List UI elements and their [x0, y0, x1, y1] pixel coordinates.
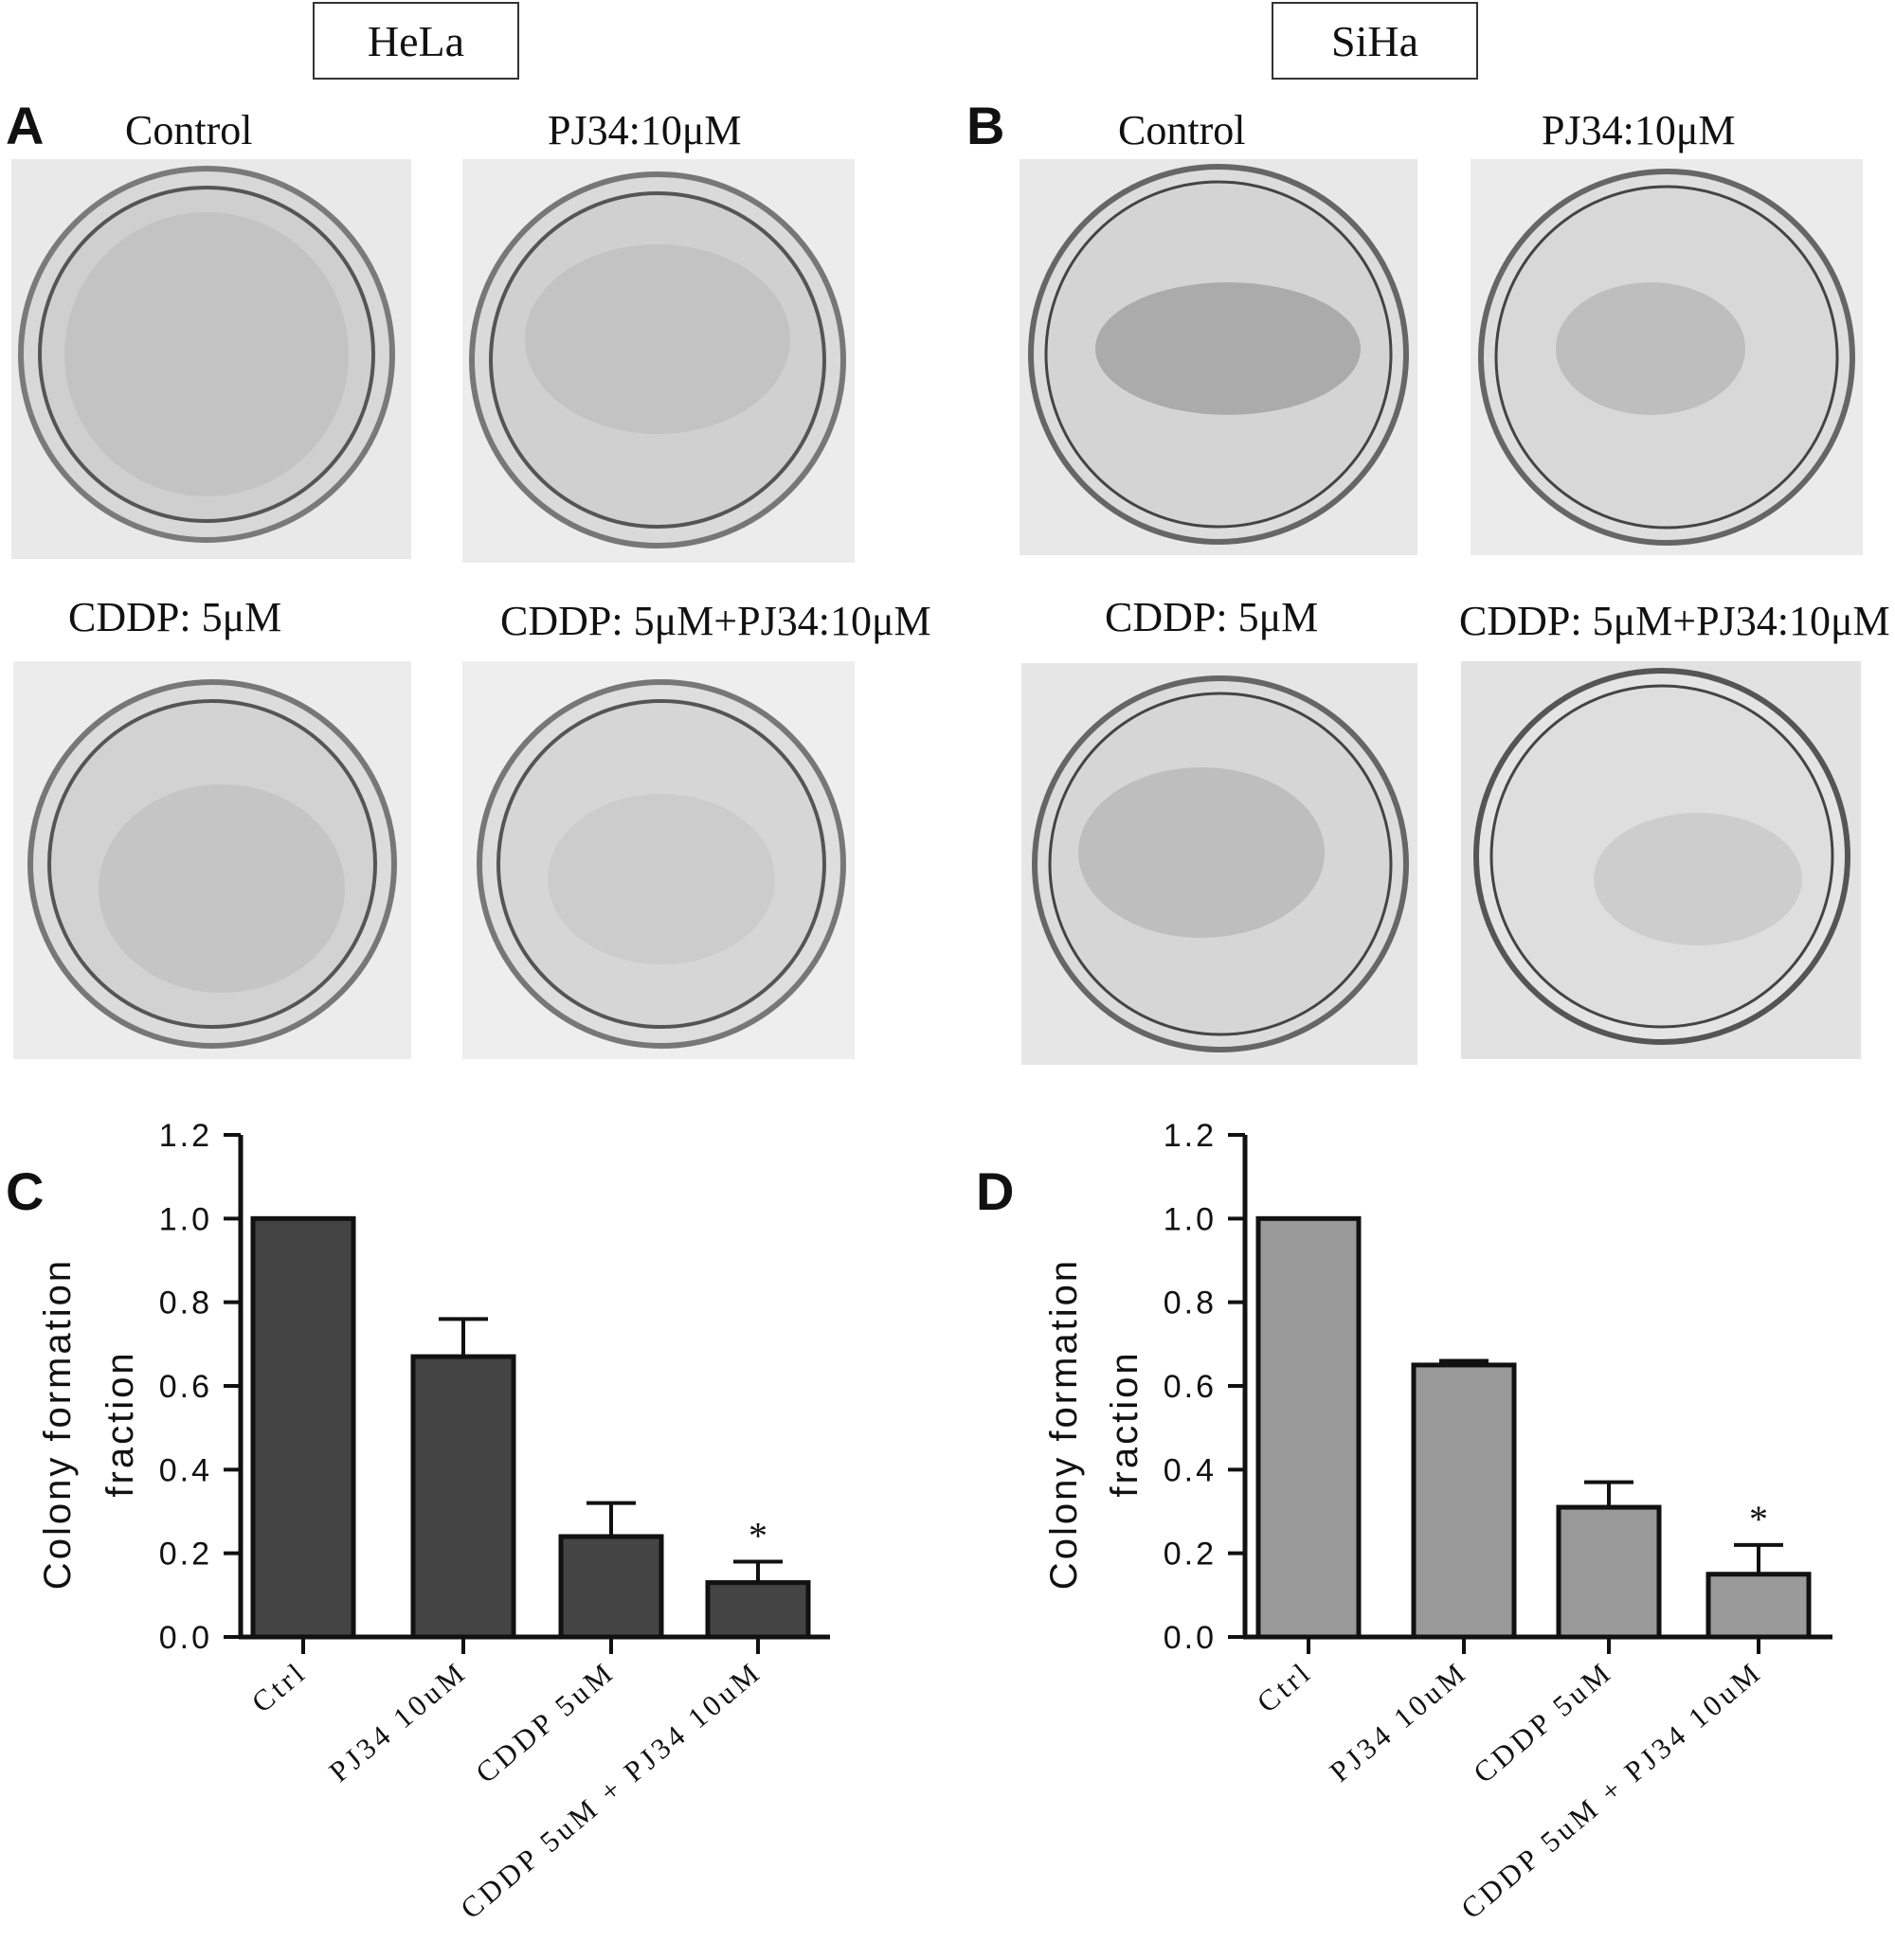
- siha-header: SiHa: [1272, 2, 1478, 80]
- petri-dish-icon: [13, 661, 411, 1059]
- chart-c-x-tick-label: CDDP 5uM + PJ34 10uM: [454, 1655, 767, 1926]
- chart-d-significance-mark: *: [1749, 1498, 1768, 1540]
- siha-label-cddp: CDDP: 5μM: [1105, 594, 1319, 640]
- panel-letter-c: C: [6, 1161, 45, 1221]
- chart-d-x-tick-label: Ctrl: [1251, 1655, 1319, 1719]
- chart-d-bar: [1556, 1504, 1662, 1640]
- chart-d-y-tick-label: 0.2: [1164, 1537, 1217, 1573]
- chart-c-bar: [705, 1580, 811, 1640]
- siha-label-control: Control: [1118, 107, 1246, 153]
- hela-label-control: Control: [125, 107, 253, 153]
- chart-c-bar: [250, 1215, 356, 1640]
- chart-d-y-label: Colony formation: [1043, 1258, 1085, 1590]
- chart-c-y-label: Colony formation: [37, 1258, 79, 1590]
- siha-header-label: SiHa: [1331, 16, 1418, 65]
- chart-c-significance-mark: *: [749, 1515, 767, 1557]
- chart-d-bar: [1255, 1215, 1362, 1640]
- chart-d-y-tick-label: 0.6: [1164, 1369, 1217, 1405]
- panel-letter-b: B: [966, 96, 1005, 155]
- panel-letter-d: D: [976, 1161, 1015, 1221]
- petri-dish-icon: [462, 159, 855, 563]
- chart-d-x-tick-label: PJ34 10uM: [1324, 1655, 1474, 1789]
- chart-d-bar: [1411, 1362, 1517, 1640]
- chart-c-bar: [410, 1354, 516, 1640]
- panel-letter-a: A: [6, 96, 45, 155]
- chart-c-y-tick-label: 0.6: [159, 1369, 212, 1405]
- chart-c-bar: [558, 1534, 664, 1640]
- chart-c-x-tick-label: CDDP 5uM: [469, 1655, 621, 1789]
- hela-label-cddp: CDDP: 5μM: [68, 594, 282, 640]
- hela-header-label: HeLa: [367, 16, 465, 65]
- chart-d-y-tick-label: 0.0: [1164, 1620, 1217, 1656]
- chart-d-y-tick-label: 1.0: [1164, 1201, 1217, 1237]
- petri-dish-icon: [1021, 663, 1417, 1065]
- chart-c-x-tick-label: PJ34 10uM: [323, 1655, 474, 1789]
- hela-label-pj34: PJ34:10μM: [548, 107, 742, 153]
- chart-c-y-label: fraction: [99, 1350, 141, 1497]
- chart-c-y-tick-label: 0.0: [159, 1620, 212, 1656]
- chart-d-y-label: fraction: [1104, 1350, 1146, 1497]
- siha-label-pj34: PJ34:10μM: [1542, 107, 1736, 153]
- chart-c-x-tick-label: Ctrl: [245, 1655, 314, 1719]
- chart-d-y-tick-label: 0.8: [1164, 1286, 1217, 1322]
- hela-label-combo: CDDP: 5μM+PJ34:10μM: [500, 598, 931, 644]
- chart-c-y-tick-label: 1.0: [159, 1201, 212, 1237]
- chart-c-y-tick-label: 1.2: [159, 1118, 212, 1154]
- chart-d-y-tick-label: 1.2: [1164, 1118, 1217, 1154]
- chart-d-y-tick-label: 0.4: [1164, 1452, 1217, 1488]
- chart-c-y-tick-label: 0.2: [159, 1537, 212, 1573]
- petri-dish-icon: [11, 159, 411, 559]
- chart-c-y-tick-label: 0.8: [159, 1286, 212, 1322]
- petri-dish-icon: [1461, 661, 1861, 1059]
- hela-header: HeLa: [313, 2, 519, 80]
- chart-d-x-tick-label: CDDP 5uM: [1467, 1655, 1618, 1789]
- siha-label-combo: CDDP: 5μM+PJ34:10μM: [1459, 598, 1890, 644]
- petri-dish-icon: [1020, 159, 1417, 555]
- chart-d-x-tick-label: CDDP 5uM + PJ34 10uM: [1454, 1655, 1768, 1926]
- chart-d-bar: [1706, 1572, 1812, 1640]
- petri-dish-icon: [1471, 159, 1863, 555]
- petri-dish-icon: [462, 661, 855, 1059]
- chart-c-y-tick-label: 0.4: [159, 1452, 212, 1488]
